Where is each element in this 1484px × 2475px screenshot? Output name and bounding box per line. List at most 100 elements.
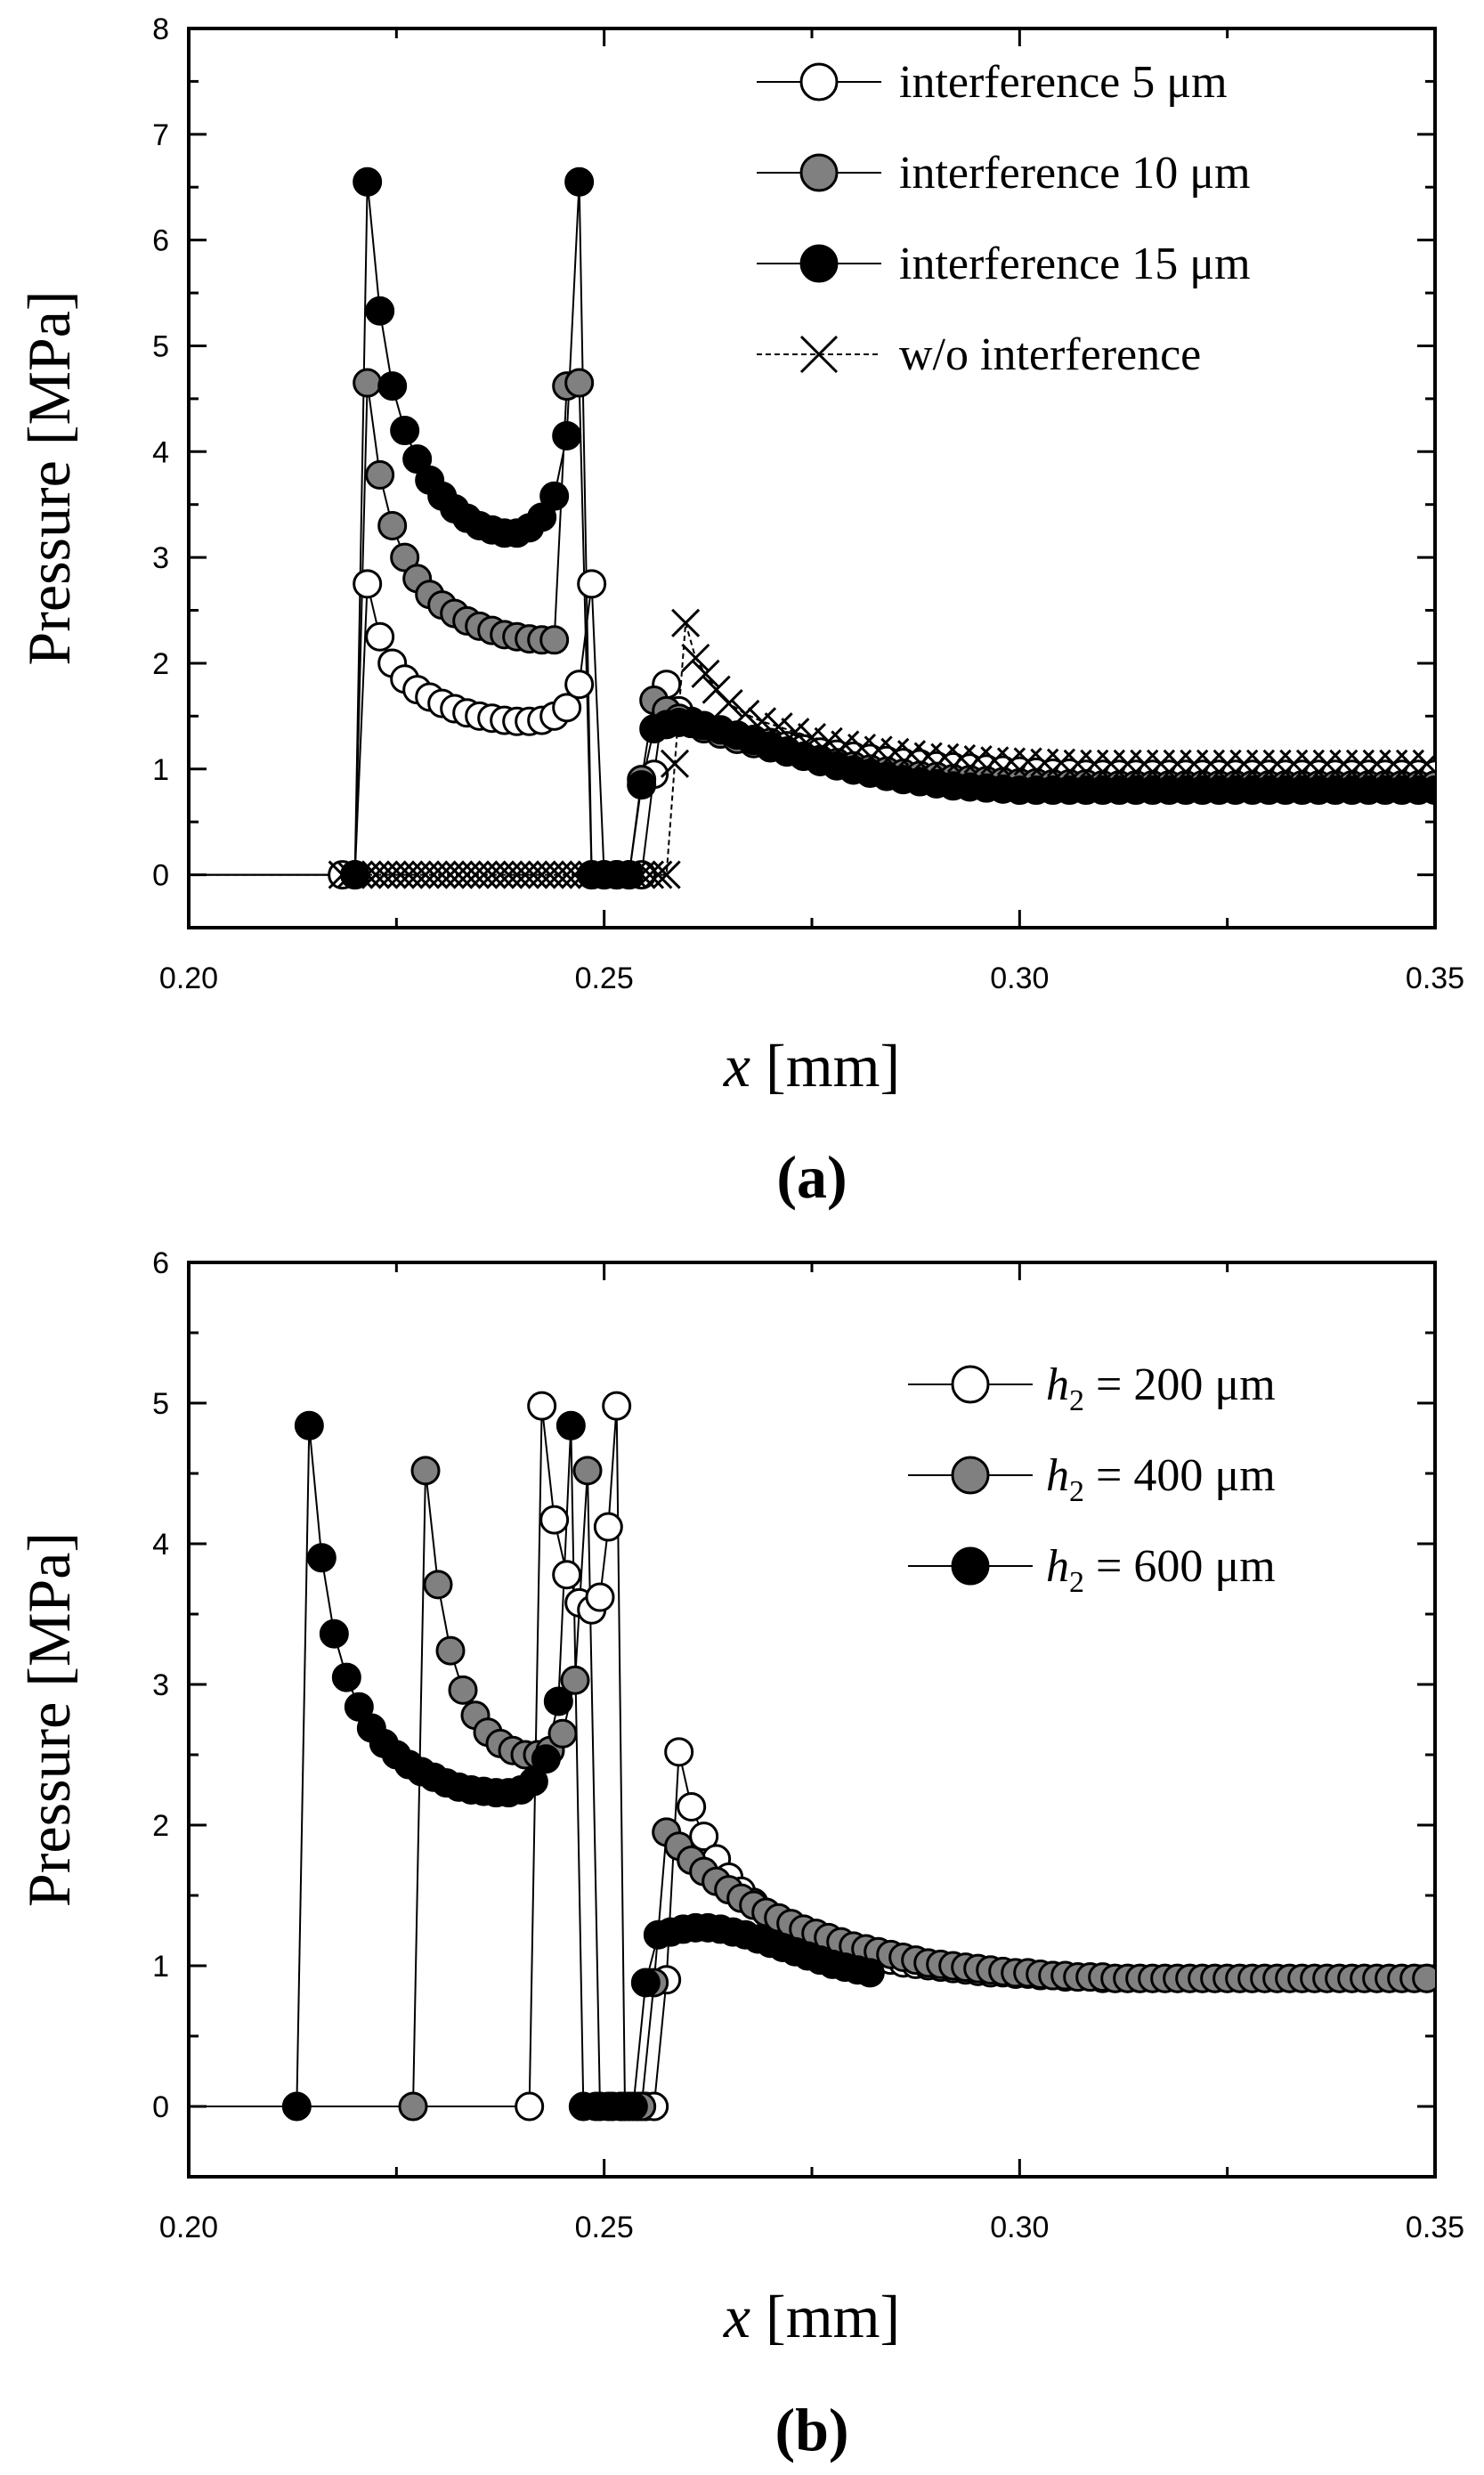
legend-label: w/o interference [899, 329, 1201, 380]
data-point [319, 1619, 349, 1649]
legend-item: h2 = 600 μm [908, 1541, 1276, 1599]
legend: interference 5 μm interference 10 μm inter… [757, 57, 1251, 380]
data-point [547, 1718, 578, 1749]
data-point [664, 1737, 694, 1767]
data-point [527, 502, 557, 532]
data-point [543, 1686, 573, 1716]
data-point [671, 608, 701, 637]
x-axis-title: x [mm] [723, 1032, 900, 1100]
data-point [564, 368, 595, 398]
y-tick-label: 0 [152, 859, 169, 893]
data-point [539, 481, 570, 511]
y-tick-label: 6 [152, 224, 169, 258]
legend-label: interference 15 μm [899, 239, 1251, 289]
data-point [618, 2091, 648, 2122]
chart-panel-a: 0 1 2 3 4 5 6 7 8 0.20 0.25 0.30 0.35 Pressure [MPa] x… [15, 12, 1464, 1211]
data-point [390, 542, 420, 572]
legend-label: interference 5 μm [899, 57, 1228, 108]
data-point [572, 1456, 603, 1486]
y-tick-label: 1 [152, 1950, 169, 1984]
chart-panel-b: 0 1 2 3 4 5 6 0.20 0.25 0.30 0.35 Pressure [MPa] x [… [15, 1246, 1464, 2463]
y-tick-label: 4 [152, 435, 169, 469]
y-tick-label: 3 [152, 1668, 169, 1702]
y-tick-label: 7 [152, 118, 169, 152]
data-point [539, 625, 570, 655]
data-point [423, 1570, 453, 1600]
data-point [448, 1675, 478, 1705]
y-tick-label: 4 [152, 1528, 169, 1562]
data-point [644, 860, 673, 889]
data-point [630, 1968, 661, 1998]
data-point [614, 860, 645, 890]
data-point [281, 2091, 312, 2122]
legend-marker [951, 1456, 990, 1495]
data-point [691, 659, 720, 688]
data-point [814, 726, 843, 756]
data-point [747, 707, 777, 736]
data-point [689, 1822, 719, 1852]
y-tick-label: 6 [152, 1246, 169, 1280]
data-point [1412, 749, 1435, 778]
legend-label: h2 = 200 μm [1046, 1359, 1276, 1417]
x-tick-label: 0.30 [990, 962, 1049, 995]
data-point [402, 444, 433, 475]
data-point [764, 712, 793, 742]
data-point [660, 749, 690, 778]
legend: h2 = 200 μm h2 = 400 μm h2 = 600 μm [908, 1359, 1276, 1599]
data-point [353, 166, 383, 197]
y-tick-label: 0 [152, 2090, 169, 2124]
data-point [677, 1791, 707, 1822]
data-point [555, 1410, 586, 1440]
legend-marker [951, 1365, 990, 1404]
data-point [518, 1766, 548, 1797]
data-point [855, 1958, 885, 1988]
panel-label: (a) [776, 1143, 847, 1211]
panel-label: (b) [774, 2396, 848, 2463]
plot-area [189, 1391, 1435, 2122]
legend-item: interference 15 μm [757, 239, 1251, 289]
data-point [390, 416, 420, 446]
data-point [353, 569, 383, 599]
data-point [627, 770, 657, 800]
y-tick-label: 1 [152, 753, 169, 787]
y-tick-label: 2 [152, 1809, 169, 1843]
data-point [585, 1582, 615, 1612]
legend-marker [951, 1546, 990, 1586]
data-point [731, 699, 760, 729]
x-axis-title: x [mm] [723, 2283, 900, 2350]
y-tick-label: 2 [152, 647, 169, 681]
data-point [1412, 1963, 1435, 1993]
data-point [781, 718, 810, 747]
data-point [340, 860, 370, 890]
series-3-markers [281, 1410, 885, 2122]
data-point [797, 723, 827, 752]
data-point [365, 621, 395, 652]
data-point [831, 730, 860, 759]
legend-item: h2 = 200 μm [908, 1359, 1276, 1417]
x-tick-label: 0.20 [159, 2211, 218, 2244]
data-point [377, 510, 408, 540]
y-tick-label: 5 [152, 329, 169, 363]
data-point [531, 1744, 561, 1774]
data-point [435, 1635, 466, 1666]
y-axis-title: Pressure [MPa] [15, 290, 83, 665]
legend-item: h2 = 400 μm [908, 1450, 1276, 1508]
data-point [365, 459, 395, 490]
data-point [552, 420, 582, 450]
x-tick-label: 0.20 [159, 962, 218, 995]
data-point [681, 643, 710, 673]
series-4-markers [328, 608, 1435, 889]
data-point [306, 1543, 337, 1573]
data-point [353, 368, 383, 398]
y-tick-label: 5 [152, 1387, 169, 1421]
legend-label: h2 = 400 μm [1046, 1450, 1276, 1508]
legend-item: w/o interference [757, 329, 1201, 380]
data-point [593, 1512, 623, 1542]
data-point [564, 669, 595, 700]
legend-item: interference 10 μm [757, 148, 1251, 199]
series-2-markers [398, 1456, 1435, 2122]
data-point [577, 569, 607, 599]
x-tick-label: 0.25 [575, 2211, 634, 2244]
